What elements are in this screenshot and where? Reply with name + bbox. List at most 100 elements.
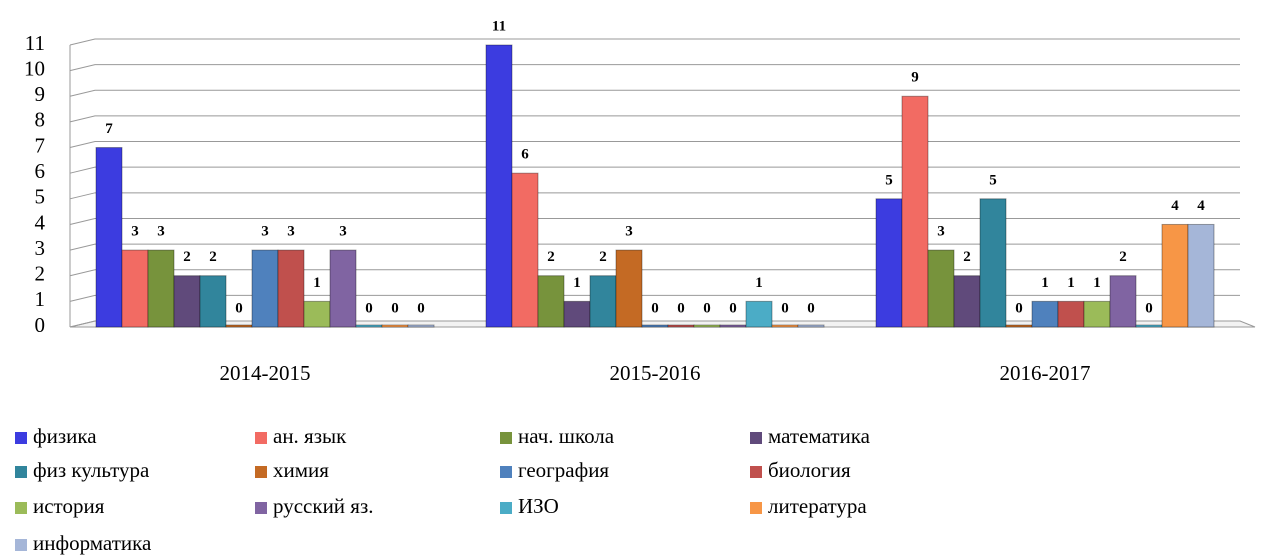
bar bbox=[199, 275, 227, 328]
bar bbox=[693, 324, 721, 328]
bar bbox=[719, 324, 747, 328]
bar bbox=[563, 300, 591, 328]
legend-label: русский яз. bbox=[273, 494, 374, 518]
bar bbox=[1187, 223, 1215, 328]
legend-label: информатика bbox=[33, 531, 152, 555]
legend-label: ан. язык bbox=[273, 424, 347, 448]
y-tick-label: 11 bbox=[25, 31, 45, 55]
value-label: 0 bbox=[417, 300, 425, 316]
value-label: 2 bbox=[599, 249, 607, 265]
bar bbox=[1005, 324, 1033, 328]
x-tick-label: 2014-2015 bbox=[220, 361, 311, 385]
legend-label: география bbox=[518, 458, 609, 482]
bar bbox=[277, 249, 305, 328]
value-label: 3 bbox=[625, 224, 633, 240]
value-label: 3 bbox=[937, 224, 945, 240]
legend-label: нач. школа bbox=[518, 424, 615, 448]
legend-swatch bbox=[255, 432, 267, 444]
bar bbox=[667, 324, 695, 328]
legend-swatch bbox=[255, 502, 267, 514]
bar bbox=[1161, 223, 1189, 328]
bar bbox=[303, 300, 331, 328]
bar bbox=[745, 300, 773, 328]
bar bbox=[927, 249, 955, 328]
y-tick-label: 0 bbox=[35, 313, 46, 337]
y-tick-label: 4 bbox=[35, 210, 46, 234]
bar bbox=[797, 324, 825, 328]
legend-swatch bbox=[750, 432, 762, 444]
value-label: 7 bbox=[105, 121, 113, 137]
bar bbox=[875, 198, 903, 328]
legend-swatch bbox=[500, 466, 512, 478]
y-tick-label: 1 bbox=[35, 287, 46, 311]
value-label: 3 bbox=[261, 224, 269, 240]
legend-label: физика bbox=[33, 424, 97, 448]
value-label: 2 bbox=[1119, 249, 1127, 265]
bar bbox=[771, 324, 799, 328]
legend-swatch bbox=[500, 432, 512, 444]
grid-line bbox=[69, 141, 1240, 149]
value-label: 1 bbox=[313, 275, 321, 291]
value-label: 0 bbox=[391, 300, 399, 316]
value-label: 0 bbox=[807, 300, 815, 316]
bar bbox=[511, 172, 539, 328]
legend-label: биология bbox=[768, 458, 851, 482]
bar bbox=[979, 198, 1007, 328]
grid-line bbox=[69, 64, 1240, 72]
grid-line bbox=[69, 269, 1240, 277]
legend-label: физ культура bbox=[33, 458, 150, 482]
legend-swatch bbox=[255, 466, 267, 478]
bar bbox=[225, 324, 253, 328]
value-label: 0 bbox=[1145, 300, 1153, 316]
value-label: 2 bbox=[209, 249, 217, 265]
value-label: 2 bbox=[183, 249, 191, 265]
grid-line bbox=[69, 320, 1240, 328]
legend-swatch bbox=[750, 502, 762, 514]
bar bbox=[95, 147, 123, 328]
value-label: 1 bbox=[755, 275, 763, 291]
value-label: 0 bbox=[651, 300, 659, 316]
value-label: 3 bbox=[131, 224, 139, 240]
legend-swatch bbox=[750, 466, 762, 478]
value-label: 1 bbox=[1067, 275, 1075, 291]
bar bbox=[901, 95, 929, 328]
bar bbox=[381, 324, 409, 328]
legend-label: математика bbox=[768, 424, 871, 448]
grid-line bbox=[69, 192, 1240, 200]
bar bbox=[589, 275, 617, 328]
value-label: 3 bbox=[157, 224, 165, 240]
legend-swatch bbox=[500, 502, 512, 514]
grid-line bbox=[69, 89, 1240, 97]
grid-line bbox=[69, 217, 1240, 225]
legend-label: литература bbox=[768, 494, 867, 518]
grid-line bbox=[69, 166, 1240, 174]
bar bbox=[251, 249, 279, 328]
bar bbox=[329, 249, 357, 328]
legend-swatch bbox=[15, 466, 27, 478]
grid-line bbox=[69, 294, 1240, 302]
legend-label: ИЗО bbox=[518, 494, 559, 518]
value-label: 4 bbox=[1197, 198, 1205, 214]
value-label: 0 bbox=[365, 300, 373, 316]
y-tick-label: 7 bbox=[35, 133, 46, 157]
grid-line bbox=[69, 115, 1240, 123]
legend-label: история bbox=[33, 494, 105, 518]
value-label: 0 bbox=[729, 300, 737, 316]
x-tick-label: 2015-2016 bbox=[610, 361, 701, 385]
value-label: 2 bbox=[963, 249, 971, 265]
bar bbox=[1057, 300, 1085, 328]
bar bbox=[1135, 324, 1163, 328]
bar bbox=[121, 249, 149, 328]
bar bbox=[147, 249, 175, 328]
value-label: 3 bbox=[339, 224, 347, 240]
x-tick-label: 2016-2017 bbox=[1000, 361, 1091, 385]
y-tick-label: 5 bbox=[35, 185, 46, 209]
y-tick-label: 8 bbox=[35, 108, 46, 132]
legend-swatch bbox=[15, 502, 27, 514]
y-tick-label: 3 bbox=[35, 236, 46, 260]
bar bbox=[1109, 275, 1137, 328]
value-label: 2 bbox=[547, 249, 555, 265]
bar bbox=[537, 275, 565, 328]
value-label: 5 bbox=[989, 172, 997, 188]
